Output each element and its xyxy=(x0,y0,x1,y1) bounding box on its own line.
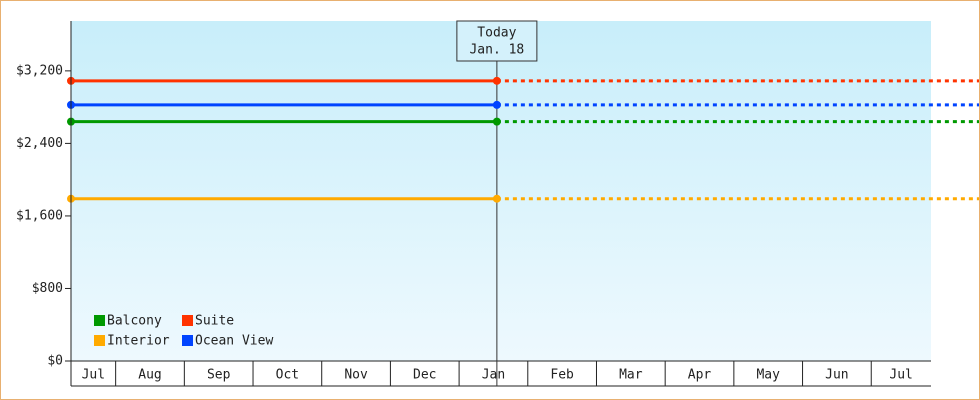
y-tick-label: $1,600 xyxy=(16,208,63,223)
x-tick-label: Jan xyxy=(482,368,505,383)
x-tick-label: Aug xyxy=(138,368,161,383)
legend-swatch xyxy=(182,315,193,326)
x-tick-label: Oct xyxy=(276,368,299,383)
x-tick-label: Nov xyxy=(344,368,368,383)
today-label: Jan. 18 xyxy=(469,43,524,58)
x-tick-label: Sep xyxy=(207,368,231,383)
legend-label: Suite xyxy=(195,314,234,329)
point xyxy=(492,117,501,126)
legend-label: Balcony xyxy=(107,314,162,329)
point xyxy=(492,100,501,109)
today-box xyxy=(456,20,538,62)
point xyxy=(492,76,501,85)
y-tick-label: $2,400 xyxy=(16,136,63,151)
y-tick-label: $0 xyxy=(47,354,63,369)
x-tick-label: Jul xyxy=(889,368,912,383)
legend-swatch xyxy=(182,335,193,346)
legend-label: Interior xyxy=(107,334,170,349)
y-tick-label: $800 xyxy=(32,281,63,296)
x-tick-label: Jul xyxy=(82,368,105,383)
x-tick-label: Apr xyxy=(688,368,712,383)
y-tick-label: $3,200 xyxy=(16,63,63,78)
x-tick-label: Jun xyxy=(825,368,848,383)
x-tick-label: May xyxy=(756,368,780,383)
legend-label: Ocean View xyxy=(195,334,273,349)
point xyxy=(492,194,501,203)
legend-swatch xyxy=(94,315,105,326)
plot-area xyxy=(71,21,931,361)
x-tick-label: Mar xyxy=(619,368,643,383)
x-tick-label: Feb xyxy=(550,368,574,383)
legend-swatch xyxy=(94,335,105,346)
today-label: Today xyxy=(477,26,516,41)
x-tick-label: Dec xyxy=(413,368,436,383)
